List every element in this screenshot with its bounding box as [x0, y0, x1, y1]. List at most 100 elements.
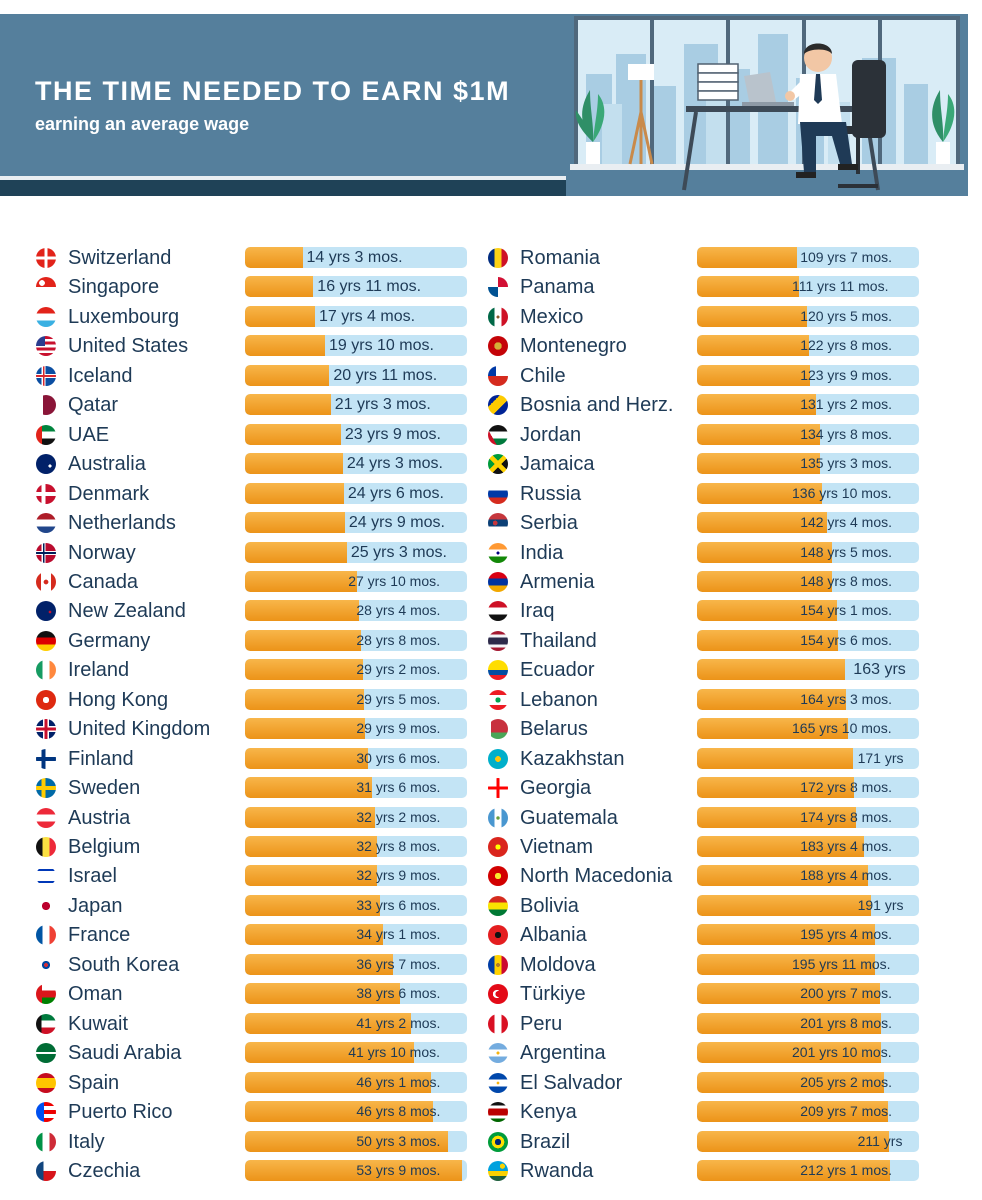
bar-value-label: 34 yrs 1 mos.: [356, 926, 441, 942]
country-label: Canada: [68, 571, 139, 593]
bar: [697, 777, 855, 798]
chart-row: Netherlands 24 yrs 9 mos.: [36, 511, 467, 535]
country-label: Guatemala: [520, 807, 618, 829]
austria-flag-icon: [36, 808, 56, 828]
bar-value-label: 212 yrs 1 mos.: [800, 1162, 893, 1178]
bar-value-label: 123 yrs 9 mos.: [800, 367, 893, 383]
bar-value-label: 16 yrs 11 mos.: [317, 278, 422, 295]
country-label: Montenegro: [520, 335, 627, 357]
bar-value-label: 164 yrs 3 mos.: [800, 691, 893, 707]
bar-value-label: 109 yrs 7 mos.: [800, 249, 893, 265]
country-label: Iraq: [520, 600, 555, 622]
bar-track: 32 yrs 2 mos.: [245, 807, 467, 828]
bar: [697, 718, 848, 739]
bar: [245, 453, 343, 474]
bar-value-label: 36 yrs 7 mos.: [356, 956, 441, 972]
bar-track: 46 yrs 8 mos.: [245, 1101, 467, 1122]
chart-row: Italy 50 yrs 3 mos.: [36, 1130, 467, 1154]
country-label: Thailand: [520, 630, 597, 652]
chart-row: Serbia 142 yrs 4 mos.: [488, 511, 919, 535]
bar: [245, 954, 393, 975]
chile-flag-icon: [488, 366, 508, 386]
bar-track: 205 yrs 2 mos.: [697, 1072, 919, 1093]
bar: [245, 748, 369, 769]
bar-track: 32 yrs 8 mos.: [245, 836, 467, 857]
netherlands-flag-icon: [36, 513, 56, 533]
kenya-flag-icon: [488, 1102, 508, 1122]
country-label: Brazil: [520, 1131, 571, 1153]
country-label: Norway: [68, 542, 136, 564]
bar: [245, 1131, 448, 1152]
bar-value-label: 195 yrs 11 mos.: [792, 956, 891, 972]
bar-track: 142 yrs 4 mos.: [697, 512, 919, 533]
bar: [245, 630, 361, 651]
bar-value-label: 174 yrs 8 mos.: [800, 809, 893, 825]
bar-track: 201 yrs 10 mos.: [697, 1042, 919, 1063]
bosnia-flag-icon: [488, 395, 508, 415]
jamaica-flag-icon: [488, 454, 508, 474]
bar-value-label: 154 yrs 6 mos.: [800, 632, 893, 648]
bar-value-label: 200 yrs 7 mos.: [800, 985, 893, 1001]
guatemala-flag-icon: [488, 808, 508, 828]
finland-flag-icon: [36, 749, 56, 769]
bar: [245, 1101, 434, 1122]
country-label: El Salvador: [520, 1072, 623, 1094]
bar: [245, 483, 344, 504]
country-label: Bolivia: [520, 895, 579, 917]
bar: [697, 512, 827, 533]
bar-value-label: 122 yrs 8 mos.: [800, 337, 893, 353]
chart-row: Oman 38 yrs 6 mos.: [36, 982, 467, 1006]
country-label: Ecuador: [520, 659, 595, 681]
country-label: Iceland: [68, 365, 133, 387]
bar-track: 191 yrs: [697, 895, 919, 916]
bar-value-label: 154 yrs 1 mos.: [800, 602, 893, 618]
bar-track: 154 yrs 6 mos.: [697, 630, 919, 651]
bar-track: 19 yrs 10 mos.: [245, 335, 467, 356]
bar: [245, 394, 331, 415]
chart-row: Hong Kong 29 yrs 5 mos.: [36, 688, 467, 712]
bar-track: 38 yrs 6 mos.: [245, 983, 467, 1004]
country-label: Singapore: [68, 276, 160, 298]
bolivia-flag-icon: [488, 896, 508, 916]
chart-row: Georgia 172 yrs 8 mos.: [488, 776, 919, 800]
chart-row: Ireland 29 yrs 2 mos.: [36, 658, 467, 682]
norway-flag-icon: [36, 543, 56, 563]
chart-row: Czechia 53 yrs 9 mos.: [36, 1159, 467, 1183]
chart-row: Israel 32 yrs 9 mos.: [36, 864, 467, 888]
bar-track: 34 yrs 1 mos.: [245, 924, 467, 945]
bar-track: 53 yrs 9 mos.: [245, 1160, 467, 1181]
bar-value-label: 148 yrs 5 mos.: [800, 544, 893, 560]
bar: [245, 718, 366, 739]
bar-value-label: 172 yrs 8 mos.: [800, 779, 893, 795]
bar-value-label: 120 yrs 5 mos.: [800, 308, 893, 324]
bar-value-label: 163 yrs: [853, 661, 906, 678]
belgium-flag-icon: [36, 837, 56, 857]
bar: [697, 748, 853, 769]
bar-value-label: 50 yrs 3 mos.: [356, 1133, 441, 1149]
bar-value-label: 41 yrs 2 mos.: [356, 1015, 441, 1031]
saudi-arabia-flag-icon: [36, 1043, 56, 1063]
country-label: Puerto Rico: [68, 1101, 173, 1123]
bar: [697, 1101, 888, 1122]
chart-row: Rwanda 212 yrs 1 mos.: [488, 1159, 919, 1183]
chart-row: Canada 27 yrs 10 mos.: [36, 570, 467, 594]
bar-track: 50 yrs 3 mos.: [245, 1131, 467, 1152]
bar-track: 134 yrs 8 mos.: [697, 424, 919, 445]
chart-row: Iceland 20 yrs 11 mos.: [36, 364, 467, 388]
bar-value-label: 24 yrs 9 mos.: [348, 514, 445, 531]
bar: [245, 689, 364, 710]
bar-value-label: 30 yrs 6 mos.: [356, 750, 441, 766]
country-label: New Zealand: [68, 600, 186, 622]
bar-value-label: 20 yrs 11 mos.: [333, 367, 438, 384]
bar-value-label: 14 yrs 3 mos.: [306, 249, 403, 266]
bar: [697, 924, 875, 945]
country-label: France: [68, 924, 131, 946]
country-label: Belgium: [68, 836, 141, 858]
bar-track: 25 yrs 3 mos.: [245, 542, 467, 563]
panama-flag-icon: [488, 277, 508, 297]
chart-row: Germany 28 yrs 8 mos.: [36, 629, 467, 653]
bar: [697, 571, 833, 592]
bar: [245, 276, 314, 297]
bar: [245, 424, 341, 445]
country-label: Luxembourg: [68, 306, 180, 328]
